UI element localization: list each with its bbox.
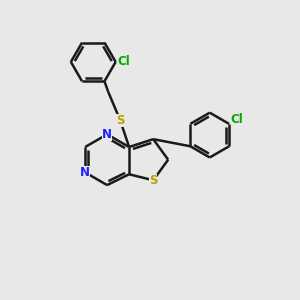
Text: S: S — [116, 114, 124, 127]
Text: N: N — [102, 128, 112, 141]
Text: Cl: Cl — [230, 113, 243, 126]
Text: N: N — [80, 166, 90, 179]
Text: Cl: Cl — [118, 56, 130, 68]
Text: S: S — [149, 174, 158, 187]
